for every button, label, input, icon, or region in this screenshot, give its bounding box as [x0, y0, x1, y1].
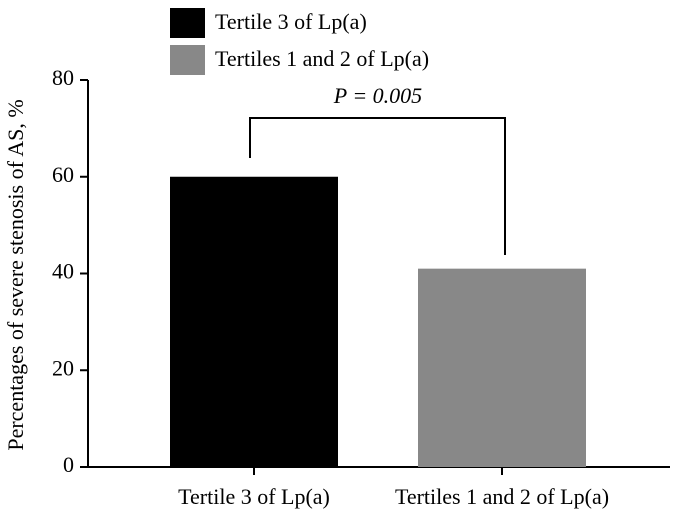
legend-label: Tertile 3 of Lp(a) — [215, 9, 367, 34]
y-axis-label: Percentages of severe stenosis of AS, % — [3, 99, 28, 450]
legend-swatch — [170, 45, 205, 75]
y-tick-label: 40 — [52, 259, 74, 284]
x-tick-label: Tertiles 1 and 2 of Lp(a) — [395, 484, 609, 509]
legend-swatch — [170, 8, 205, 38]
y-tick-label: 0 — [63, 452, 74, 477]
y-tick-label: 60 — [52, 162, 74, 187]
y-tick-label: 20 — [52, 355, 74, 380]
significance-bracket — [249, 117, 506, 255]
bar — [418, 268, 586, 467]
annotation: P = 0.005 — [333, 83, 422, 108]
y-tick-label: 80 — [52, 65, 74, 90]
legend-label: Tertiles 1 and 2 of Lp(a) — [215, 46, 429, 71]
x-tick-label: Tertile 3 of Lp(a) — [178, 484, 330, 509]
bar — [170, 176, 338, 467]
